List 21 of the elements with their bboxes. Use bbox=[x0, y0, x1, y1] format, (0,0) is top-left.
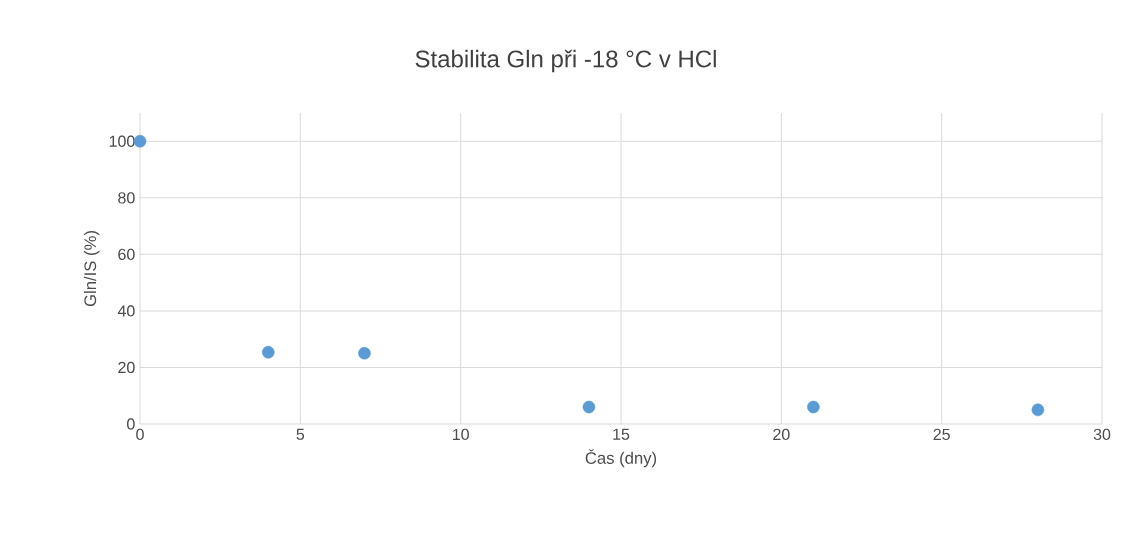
point bbox=[1031, 403, 1045, 417]
point bbox=[262, 345, 275, 359]
y-axis-title: Gln/IS (%) bbox=[83, 231, 100, 307]
y-tick-label: 0 bbox=[127, 418, 135, 430]
x-tick-label: 10 bbox=[452, 428, 469, 441]
x-tick-label: 25 bbox=[933, 428, 950, 441]
x-tick-label: 20 bbox=[773, 428, 790, 441]
point bbox=[582, 400, 596, 414]
y-tick-label: 100 bbox=[109, 135, 135, 147]
x-tick-label: 0 bbox=[136, 428, 144, 441]
y-tick-label: 80 bbox=[118, 192, 135, 204]
x-tick-label: 5 bbox=[296, 428, 305, 440]
y-tick-label: 60 bbox=[118, 248, 135, 261]
x-tick-label: 30 bbox=[1093, 428, 1111, 441]
x-tick-label: 15 bbox=[613, 428, 630, 440]
point bbox=[807, 400, 820, 414]
y-tick-label: 40 bbox=[117, 305, 135, 317]
y-tick-label: 20 bbox=[118, 361, 135, 374]
chart-title: Stabilita Gln při -18 °C v HCl bbox=[415, 49, 716, 73]
point bbox=[358, 347, 371, 360]
x-axis-title: Čas (dny) bbox=[585, 449, 657, 468]
